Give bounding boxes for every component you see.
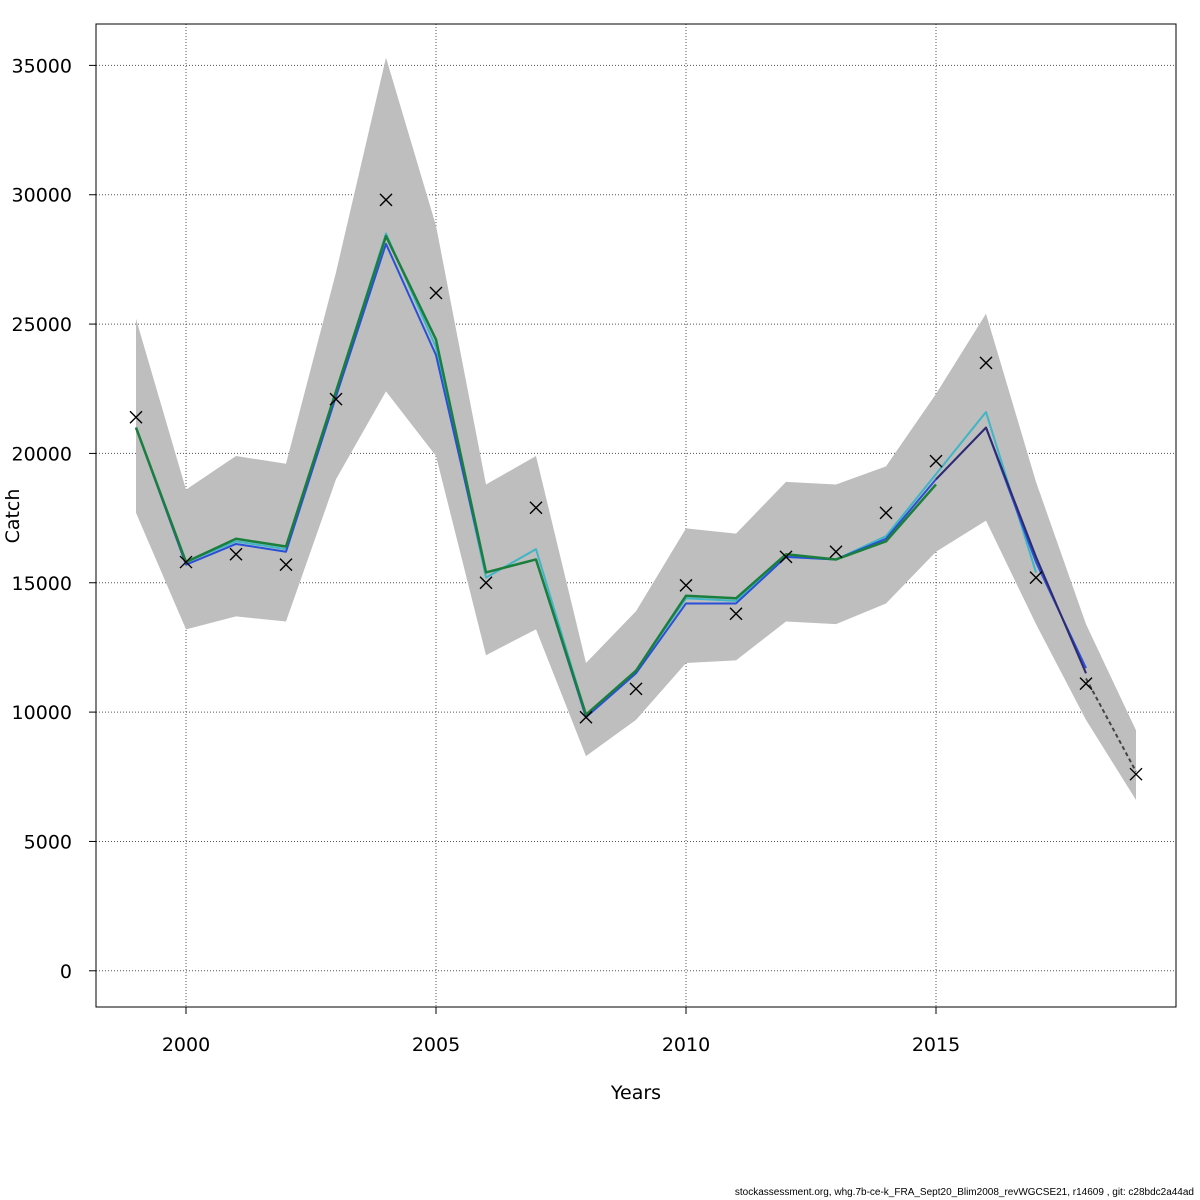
x-axis-title: Years	[610, 1082, 661, 1104]
series-line-3	[935, 426, 1087, 674]
observation-marker	[829, 545, 843, 559]
observation-marker	[429, 286, 443, 300]
y-tick-label: 20000	[12, 443, 72, 465]
x-tick-label: 2000	[162, 1034, 210, 1056]
observation-marker	[479, 576, 493, 590]
series-line-4	[134, 234, 937, 716]
observation-marker	[929, 454, 943, 468]
series-line-2	[135, 242, 1087, 719]
observation-marker	[1129, 767, 1143, 781]
y-axis-ticks: 0 5000 10000 15000 20000 25000 30000 35000	[12, 55, 96, 983]
y-tick-label: 5000	[24, 831, 72, 853]
observation-marker	[1079, 677, 1093, 691]
footer-credit: stockassessment.org, whg.7b-ce-k_FRA_Sep…	[734, 1187, 1194, 1198]
observation-marker	[979, 356, 993, 370]
observation-marker	[279, 558, 293, 572]
observation-markers-layer	[129, 193, 1143, 781]
observation-marker	[179, 555, 193, 569]
observation-marker	[729, 607, 743, 621]
observation-marker	[679, 578, 693, 592]
y-tick-label: 35000	[12, 55, 72, 77]
observation-marker	[629, 682, 643, 696]
x-axis-ticks: 2000 2005 2010 2015	[162, 1007, 960, 1056]
observation-marker	[329, 392, 343, 406]
y-tick-label: 10000	[12, 702, 72, 724]
x-tick-label: 2010	[662, 1034, 710, 1056]
observation-marker	[579, 710, 593, 724]
observation-marker	[379, 193, 393, 207]
plot-frame	[95, 23, 1177, 1008]
y-tick-label: 15000	[12, 573, 72, 595]
y-axis-title: Catch	[2, 489, 24, 544]
observation-marker	[879, 506, 893, 520]
y-tick-label: 0	[60, 961, 72, 983]
x-tick-label: 2015	[912, 1034, 960, 1056]
series-lines-layer	[134, 232, 1137, 773]
observation-marker	[229, 547, 243, 561]
observation-marker	[779, 550, 793, 564]
observation-marker	[529, 501, 543, 515]
observation-marker	[1029, 571, 1043, 585]
series-line-5	[1085, 677, 1137, 773]
y-tick-label: 30000	[12, 185, 72, 207]
x-tick-label: 2005	[412, 1034, 460, 1056]
y-tick-label: 25000	[12, 314, 72, 336]
observation-marker	[129, 410, 143, 424]
